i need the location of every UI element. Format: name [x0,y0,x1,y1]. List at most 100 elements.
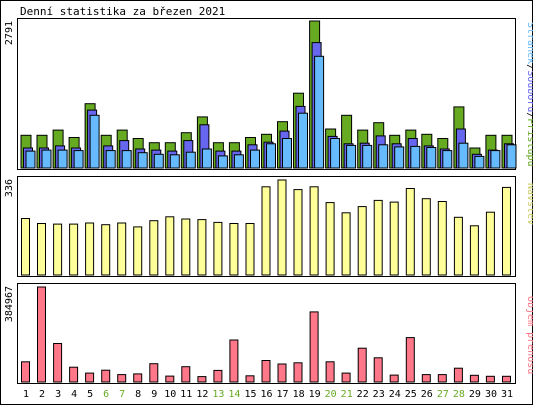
x-tick-label: 23 [373,389,385,400]
x-tick-label: 5 [87,389,93,400]
x-tick-label: 22 [357,389,369,400]
bar-objem-day-5 [85,372,95,383]
bar-stranky-day-22 [362,144,373,169]
legend-objem: Objem přenosu [525,296,533,374]
legend-top: Stránek/Souborů/Přístupů [525,22,533,167]
bar-objem-day-23 [373,357,383,383]
bar-navstevy-day-23 [373,199,383,276]
legend-separator: / [525,112,533,118]
bar-stranky-day-18 [298,112,308,169]
x-tick-label: 30 [485,389,497,400]
bar-objem-day-7 [117,374,127,383]
x-tick-label: 26 [421,389,433,400]
bar-stranky-day-19 [314,55,325,169]
bar-stranky-day-25 [410,145,421,169]
bar-navstevy-day-3 [53,223,63,276]
bar-navstevy-day-22 [357,206,367,276]
legend-pristupy: Přístupů [525,118,533,166]
x-tick-label: 19 [309,389,321,400]
x-tick-label: 13 [212,389,224,400]
bar-navstevy-day-28 [453,216,463,276]
bar-stranky-day-30 [490,150,501,169]
bar-stranky-day-13 [217,155,228,169]
bar-stranky-day-21 [346,144,357,169]
bar-stranky-day-7 [121,150,132,169]
bar-stranky-day-14 [233,154,244,169]
bar-navstevy-day-29 [469,225,479,276]
bar-navstevy-day-24 [389,201,399,276]
bar-navstevy-day-11 [181,218,191,276]
bar-navstevy-day-12 [197,219,207,276]
bar-stranky-day-1 [25,150,36,169]
bar-objem-day-27 [437,374,447,383]
bar-objem-day-14 [229,339,239,383]
bar-stranky-day-24 [394,146,405,169]
panel-hits-frame [17,18,516,170]
bar-stranky-day-23 [378,144,389,169]
panel-visits-ymax-label: 336 [4,179,15,197]
x-tick-label: 16 [260,389,272,400]
bar-objem-day-11 [181,366,191,383]
bar-objem-day-26 [421,374,431,383]
x-tick-label: 6 [103,389,109,400]
bar-objem-day-16 [261,360,271,383]
bar-objem-day-24 [389,374,399,383]
bar-navstevy-day-27 [437,201,447,276]
x-tick-label: 12 [196,389,208,400]
x-tick-label: 31 [501,389,513,400]
bar-navstevy-day-6 [101,224,111,276]
x-tick-label: 7 [119,389,125,400]
bar-stranky-day-16 [266,143,276,169]
bar-stranky-day-28 [458,142,469,169]
bar-objem-day-22 [357,347,367,383]
x-tick-label: 21 [341,389,353,400]
bar-stranky-day-31 [506,144,517,169]
x-tick-label: 15 [244,389,256,400]
bar-navstevy-day-5 [85,222,95,276]
x-tick-label: 28 [453,389,465,400]
bar-navstevy-day-19 [309,186,319,276]
x-tick-label: 8 [135,389,141,400]
bar-objem-day-18 [293,362,303,383]
bar-stranky-day-27 [442,150,453,169]
bar-navstevy-day-14 [229,223,239,276]
legend-soubory: Souborů [525,70,533,112]
x-tick-label: 2 [39,389,45,400]
bar-stranky-day-8 [137,152,148,169]
bar-objem-day-30 [485,375,495,383]
bar-stranky-day-6 [105,150,116,169]
panel-volume-frame [17,283,516,384]
bar-objem-day-13 [213,369,223,383]
bar-navstevy-day-26 [421,198,431,276]
x-tick-label: 4 [71,389,77,400]
x-tick-label: 9 [151,389,157,400]
bar-objem-day-29 [469,374,479,383]
bar-stranky-day-17 [282,138,292,169]
bar-objem-day-9 [149,363,159,383]
bar-stranky-day-26 [426,147,437,169]
x-tick-label: 25 [405,389,417,400]
bar-objem-day-3 [53,343,63,383]
legend-navstevy: Návštěv [525,183,533,225]
x-tick-label: 18 [293,389,305,400]
x-tick-label: 14 [228,389,240,400]
bar-objem-day-21 [341,372,351,383]
bar-navstevy-day-17 [277,179,287,276]
bar-stranky-day-10 [169,154,180,169]
bar-stranky-day-11 [185,151,196,169]
bar-objem-day-15 [245,375,255,383]
legend-stranky: Stránek [525,22,533,64]
panel-visits-frame [17,176,516,277]
bar-stranky-day-5 [89,114,100,169]
chart-title: Denní statistika za březen 2021 [20,5,225,18]
bar-objem-day-19 [309,311,319,383]
bar-navstevy-day-25 [405,188,415,276]
bar-stranky-day-29 [474,155,485,169]
x-tick-label: 17 [276,389,288,400]
bar-navstevy-day-8 [133,226,143,276]
bar-objem-day-28 [453,367,463,383]
bar-navstevy-day-16 [261,186,271,276]
x-tick-label: 20 [325,389,337,400]
legend-separator: / [525,64,533,70]
